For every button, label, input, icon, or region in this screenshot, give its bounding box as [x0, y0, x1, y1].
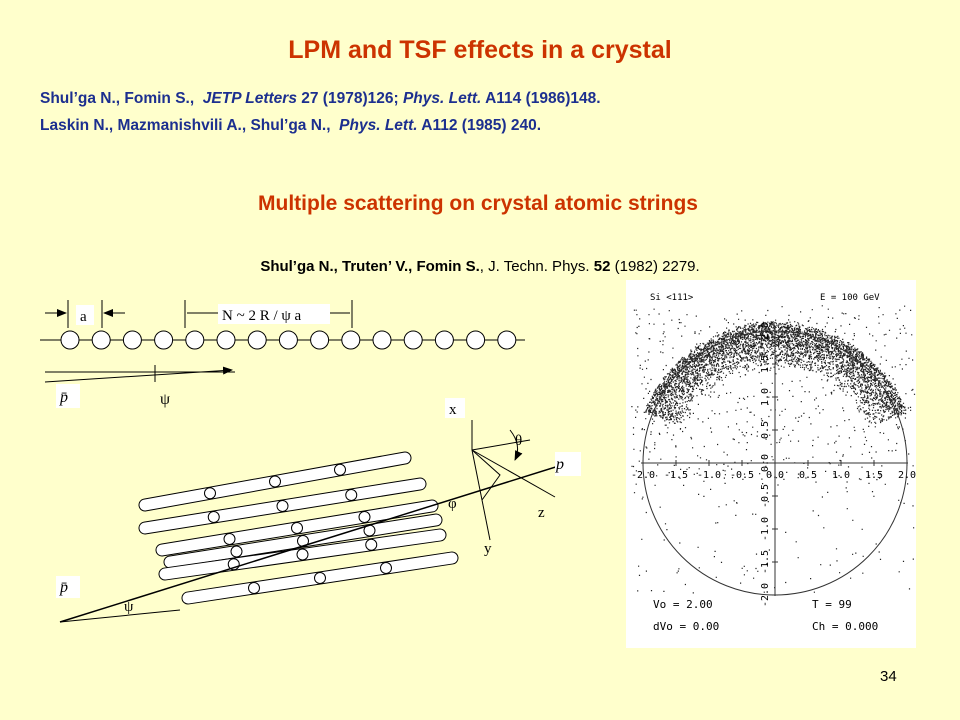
atom — [269, 475, 281, 488]
atom — [122, 330, 142, 350]
atom — [216, 330, 236, 350]
label: y — [484, 541, 492, 557]
text-run: Shul’ga N., Truten’ V., Fomin S. — [260, 258, 480, 275]
axis-label: 2.0 — [760, 322, 771, 340]
crystal-diagram — [56, 398, 581, 623]
atom — [154, 330, 174, 350]
atom — [185, 330, 205, 350]
label: a — [80, 309, 87, 325]
axis-label: -2.0 — [760, 583, 771, 607]
axis-label: -1.5 — [664, 470, 688, 481]
subtitle: Multiple scattering on crystal atomic st… — [258, 192, 698, 215]
axis-label: -0.5 — [730, 470, 754, 481]
atom — [296, 548, 309, 561]
label: θ — [515, 433, 522, 449]
atom — [434, 330, 454, 350]
atom — [278, 330, 298, 350]
text-run: , J. Techn. Phys. — [479, 258, 594, 275]
panel-param: T = 99 — [812, 598, 852, 611]
text-run: 52 — [593, 258, 611, 275]
atom — [334, 463, 346, 476]
citation: Shul’ga N., Truten’ V., Fomin S., J. Tec… — [0, 258, 960, 275]
panel-param: Vo = 2.00 — [653, 598, 713, 611]
atom — [372, 330, 392, 350]
panel-param: Ch = 0.000 — [812, 620, 878, 633]
label: x — [449, 402, 457, 418]
axis-label: 0.0 — [760, 454, 771, 472]
panel-header: Si <111> — [650, 293, 694, 303]
atom — [248, 582, 260, 594]
atom — [247, 330, 267, 350]
axis-label: 1.0 — [760, 388, 771, 406]
atom — [358, 511, 371, 523]
label: φ — [448, 496, 457, 512]
atom — [207, 511, 220, 523]
text-run: Phys. Lett. — [402, 90, 482, 107]
axis-label: 1.5 — [760, 355, 771, 373]
axis-label: 0.0 — [766, 470, 784, 481]
atom — [466, 330, 486, 350]
atom — [341, 330, 361, 350]
reference: Laskin N., Mazmanishvili A., Shul’ga N.,… — [40, 117, 541, 135]
text-run: A114 (1986)148. — [481, 90, 601, 107]
atom — [310, 330, 330, 350]
atom — [204, 487, 216, 500]
page-number: 34 — [880, 668, 897, 685]
axis-label: -1.5 — [760, 550, 771, 574]
axis-label: -0.5 — [760, 484, 771, 508]
axis-label: 0.5 — [760, 421, 771, 439]
atom — [230, 545, 243, 558]
text-run: Shul’ga N., Fomin S., — [40, 90, 203, 107]
atom — [223, 533, 236, 545]
axis-label: 1.5 — [865, 470, 883, 481]
label: p — [555, 456, 564, 473]
label: N ~ 2 R / ψ a — [222, 308, 302, 324]
slide-title: LPM and TSF effects in a crystal — [288, 36, 672, 64]
label: p̄ — [59, 389, 68, 406]
label: ψ — [160, 391, 170, 408]
atom — [365, 538, 378, 551]
atom — [403, 330, 423, 350]
scatter-dots — [631, 305, 916, 594]
text-run: JETP Letters — [202, 90, 297, 107]
atom — [291, 522, 303, 534]
text-run: (1982) 2279. — [610, 258, 700, 275]
text-run: Laskin N., Mazmanishvili A., Shul’ga N., — [40, 117, 340, 134]
text-run: Phys. Lett. — [339, 117, 418, 134]
panel-param: dVo = 0.00 — [653, 620, 719, 633]
atom — [91, 330, 111, 350]
label: ψ — [124, 599, 134, 615]
string-diagram — [40, 300, 525, 408]
axis-label: -1.0 — [697, 470, 721, 481]
axis-label: -2.0 — [631, 470, 655, 481]
atom — [314, 572, 326, 584]
text-run: A112 (1985) 240. — [417, 117, 542, 134]
atom — [380, 562, 392, 574]
text-run: 27 (1978)126; — [296, 90, 403, 107]
axis-label: 1.0 — [832, 470, 850, 481]
axis-label: 0.5 — [799, 470, 817, 481]
axis-label: 2.0 — [898, 470, 916, 481]
label: p̄ — [59, 579, 68, 596]
scatter-panel: -2.0 -1.5 -1.0 -0.5 0.0 0.5 1.0 1.5 2.0 2.0 1.5 1.0… — [626, 280, 916, 648]
atom — [345, 489, 358, 501]
axis-label: -1.0 — [760, 517, 771, 541]
label: z — [538, 505, 545, 521]
reference: Shul’ga N., Fomin S., JETP Letters 27 (1… — [40, 90, 601, 108]
atom — [497, 330, 517, 350]
atom — [276, 500, 289, 512]
atom — [60, 330, 80, 350]
panel-header: E = 100 GeV — [820, 293, 880, 303]
